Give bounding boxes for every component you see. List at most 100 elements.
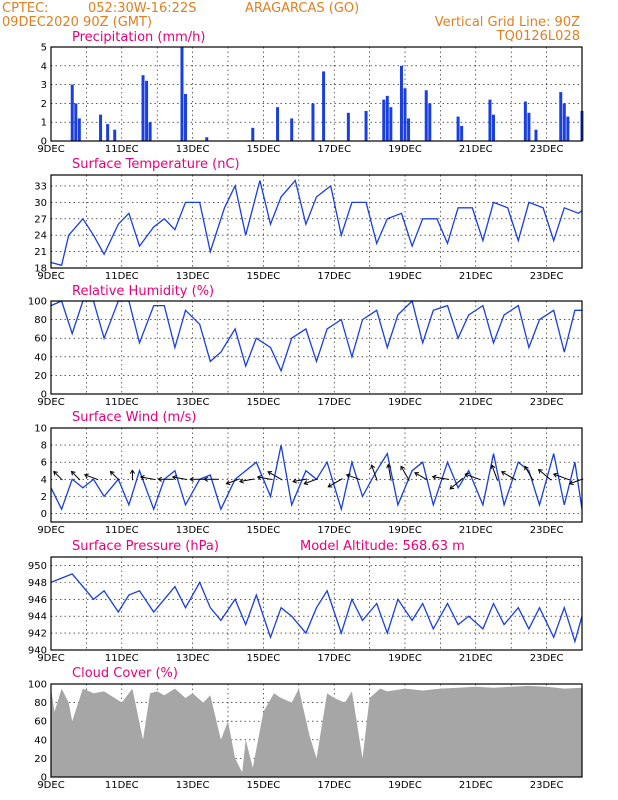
panel-press: Surface Pressure (hPa) Model Altitude: 56… (28, 539, 583, 664)
wind-arrow (71, 471, 81, 481)
xtick-label-wind: 13DEC (176, 525, 210, 536)
panel-wind: Surface Wind (m/s) 0 2 4 6 8 10 9DEC 11DEC 13DEC 1… (34, 410, 584, 536)
xtick-label-precip: 21DEC (459, 144, 493, 155)
wind-arrow-head (568, 480, 574, 486)
xtick-label-precip: 13DEC (176, 144, 210, 155)
xtick-label-precip: 17DEC (317, 144, 351, 155)
header-source: CPTEC: (2, 1, 49, 16)
panel-title-cloud: Cloud Cover (%) (72, 666, 178, 681)
precip-bar (456, 116, 460, 141)
panel-subtitle-press: Model Altitude: 568.63 m (300, 539, 465, 554)
xtick-label-cloud: 21DEC (459, 780, 493, 791)
precip-bar (488, 99, 492, 141)
plot-frame-cloud (50, 683, 583, 778)
precip-bar (180, 47, 184, 141)
xtick-label-press: 15DEC (247, 653, 281, 664)
precip-bar (460, 125, 464, 141)
xtick-label-wind: 15DEC (247, 525, 281, 536)
ytick-label-press: 944 (28, 612, 47, 623)
ytick-label-cloud: 20 (34, 754, 47, 765)
wind-arrow (387, 464, 392, 481)
xtick-label-cloud: 17DEC (317, 780, 351, 791)
xtick-label-precip: 19DEC (388, 144, 422, 155)
header-code: TQ0126L028 (496, 29, 580, 44)
xtick-label-wind: 23DEC (530, 525, 564, 536)
wind-arrow-head (386, 463, 392, 469)
panel-title-rh: Relative Humidity (%) (72, 284, 214, 299)
xtick-label-rh: 19DEC (388, 397, 422, 408)
ytick-label-press: 940 (28, 646, 47, 657)
precip-bar (99, 114, 103, 141)
wind-arrow (53, 471, 63, 481)
ytick-label-temp: 18 (34, 264, 47, 275)
ytick-label-cloud: 80 (34, 698, 47, 709)
precip-bar (290, 118, 294, 141)
series-line-press (50, 573, 583, 644)
xtick-label-cloud: 15DEC (247, 780, 281, 791)
precip-bar (407, 118, 411, 141)
wind-arrow-head (327, 482, 333, 488)
precip-bar (77, 118, 81, 141)
precip-bar (403, 88, 407, 141)
plot-frame-press (50, 556, 583, 651)
wind-arrow-head (345, 473, 351, 479)
ytick-label-temp: 21 (34, 247, 47, 258)
ytick-label-precip: 0 (41, 137, 47, 148)
ytick-label-precip: 2 (41, 99, 47, 110)
plot-frame-precip (50, 46, 583, 142)
precip-bar (399, 65, 403, 141)
ytick-label-precip: 4 (41, 61, 47, 72)
precip-bar (385, 95, 389, 141)
wind-arrow-head (171, 475, 177, 481)
ytick-label-precip: 1 (41, 118, 47, 129)
wind-arrow (267, 471, 283, 481)
ytick-label-rh: 80 (34, 315, 47, 326)
wind-arrow-head (500, 471, 506, 476)
wind-arrow (292, 478, 308, 483)
wind-arrow (257, 476, 272, 480)
xtick-label-temp: 17DEC (317, 271, 351, 282)
wind-arrow-head (70, 470, 76, 476)
xtick-label-temp: 13DEC (176, 271, 210, 282)
wind-arrow (400, 466, 410, 481)
precip-bar (492, 114, 495, 141)
wind-arrow-head (109, 470, 115, 476)
ytick-label-wind: 2 (41, 492, 47, 503)
precip-bar (523, 101, 527, 141)
ytick-label-wind: 0 (41, 509, 47, 520)
xtick-label-wind: 21DEC (459, 525, 493, 536)
wind-arrow (491, 465, 499, 481)
wind-arrow-head (431, 474, 437, 480)
wind-arrow (414, 472, 428, 481)
wind-arrow-head (267, 471, 273, 476)
wind-arrow-head (449, 484, 455, 490)
wind-arrow-head (256, 475, 262, 481)
precip-bar (566, 116, 570, 141)
precip-bar (74, 103, 78, 141)
ytick-label-temp: 33 (34, 181, 47, 192)
wind-arrow-head (53, 470, 58, 476)
wind-arrow (172, 476, 187, 480)
xtick-label-cloud: 13DEC (176, 780, 210, 791)
wind-arrow-head (189, 476, 194, 482)
xtick-label-temp: 19DEC (388, 271, 422, 282)
xtick-label-wind: 17DEC (317, 525, 351, 536)
plot-frame-wind (50, 427, 583, 523)
precip-bar (251, 127, 255, 141)
ytick-label-wind: 8 (41, 441, 47, 452)
xtick-label-press: 13DEC (176, 653, 210, 664)
xtick-label-press: 23DEC (530, 653, 564, 664)
ytick-label-rh: 40 (34, 352, 47, 363)
ytick-label-wind: 6 (41, 458, 47, 469)
xtick-label-press: 11DEC (105, 653, 139, 664)
ytick-label-temp: 30 (34, 198, 47, 209)
wind-arrow (239, 478, 255, 483)
xtick-label-cloud: 9DEC (37, 780, 64, 791)
xtick-label-press: 21DEC (459, 653, 493, 664)
panel-cloud: Cloud Cover (%) 0 20 40 60 80 100 9DEC 11DEC 13DE… (28, 666, 583, 791)
wind-arrow-head (225, 480, 231, 486)
xtick-label-wind: 11DEC (105, 525, 139, 536)
xtick-label-precip: 23DEC (530, 144, 564, 155)
precip-bar (106, 124, 110, 141)
ytick-label-cloud: 60 (34, 717, 47, 728)
